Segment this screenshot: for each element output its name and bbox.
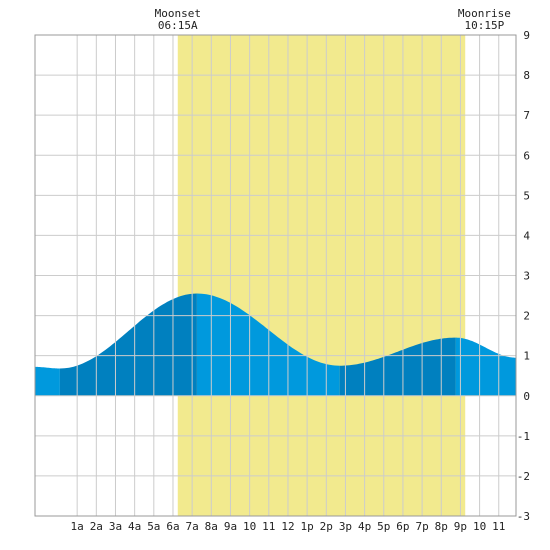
y-tick-label: 3 xyxy=(523,270,530,283)
x-tick-label: 12 xyxy=(281,520,294,533)
x-tick-label: 6p xyxy=(396,520,409,533)
x-tick-label: 11 xyxy=(262,520,275,533)
x-tick-label: 1p xyxy=(300,520,313,533)
y-tick-label: 5 xyxy=(523,189,530,202)
y-tick-label: 7 xyxy=(523,109,530,122)
y-tick-label: 2 xyxy=(523,310,530,323)
y-tick-label: 6 xyxy=(523,149,530,162)
moonrise-time: 10:15P xyxy=(465,19,505,32)
x-tick-label: 3p xyxy=(339,520,352,533)
x-tick-label: 7p xyxy=(415,520,428,533)
y-tick-labels: 9 8 7 6 5 4 3 2 1 0 -1 -2 -3 xyxy=(517,29,531,523)
y-tick-label: 0 xyxy=(523,390,530,403)
x-tick-label: 5p xyxy=(377,520,390,533)
x-tick-label: 3a xyxy=(109,520,122,533)
x-tick-label: 10 xyxy=(473,520,486,533)
x-tick-label: 8p xyxy=(435,520,448,533)
x-tick-label: 2p xyxy=(320,520,333,533)
x-tick-label: 1a xyxy=(71,520,84,533)
x-tick-label: 2a xyxy=(90,520,103,533)
x-tick-labels: 1a 2a 3a 4a 5a 6a 7a 8a 9a 10 11 12 1p 2p 3p 4p 5p 6p 7p 8p… xyxy=(71,520,506,533)
tide-segment-light xyxy=(455,337,516,396)
y-tick-label: 4 xyxy=(523,229,530,242)
gridlines xyxy=(35,34,516,517)
y-tick-label: -2 xyxy=(517,470,530,483)
y-tick-label: 1 xyxy=(523,350,530,363)
x-tick-label: 9p xyxy=(454,520,467,533)
tide-segment-dark xyxy=(339,337,456,396)
y-tick-label: -3 xyxy=(517,510,530,523)
x-tick-label: 6a xyxy=(166,520,179,533)
tide-segment-light xyxy=(35,366,60,396)
x-tick-label: 7a xyxy=(186,520,199,533)
x-tick-label: 4a xyxy=(128,520,141,533)
y-tick-label: -1 xyxy=(517,430,530,443)
moonset-label: Moonset xyxy=(155,7,201,20)
x-tick-label: 9a xyxy=(224,520,237,533)
x-tick-label: 5a xyxy=(147,520,160,533)
y-tick-label: 9 xyxy=(523,29,530,42)
x-tick-label: 4p xyxy=(358,520,371,533)
tide-segment-dark xyxy=(59,293,197,396)
x-tick-label: 8a xyxy=(205,520,218,533)
moonset-time: 06:15A xyxy=(158,19,198,32)
x-tick-label: 11 xyxy=(492,520,505,533)
moonrise-label: Moonrise xyxy=(458,7,511,20)
plot-border xyxy=(34,34,517,517)
x-tick-label: 10 xyxy=(243,520,256,533)
y-tick-label: 8 xyxy=(523,69,530,82)
